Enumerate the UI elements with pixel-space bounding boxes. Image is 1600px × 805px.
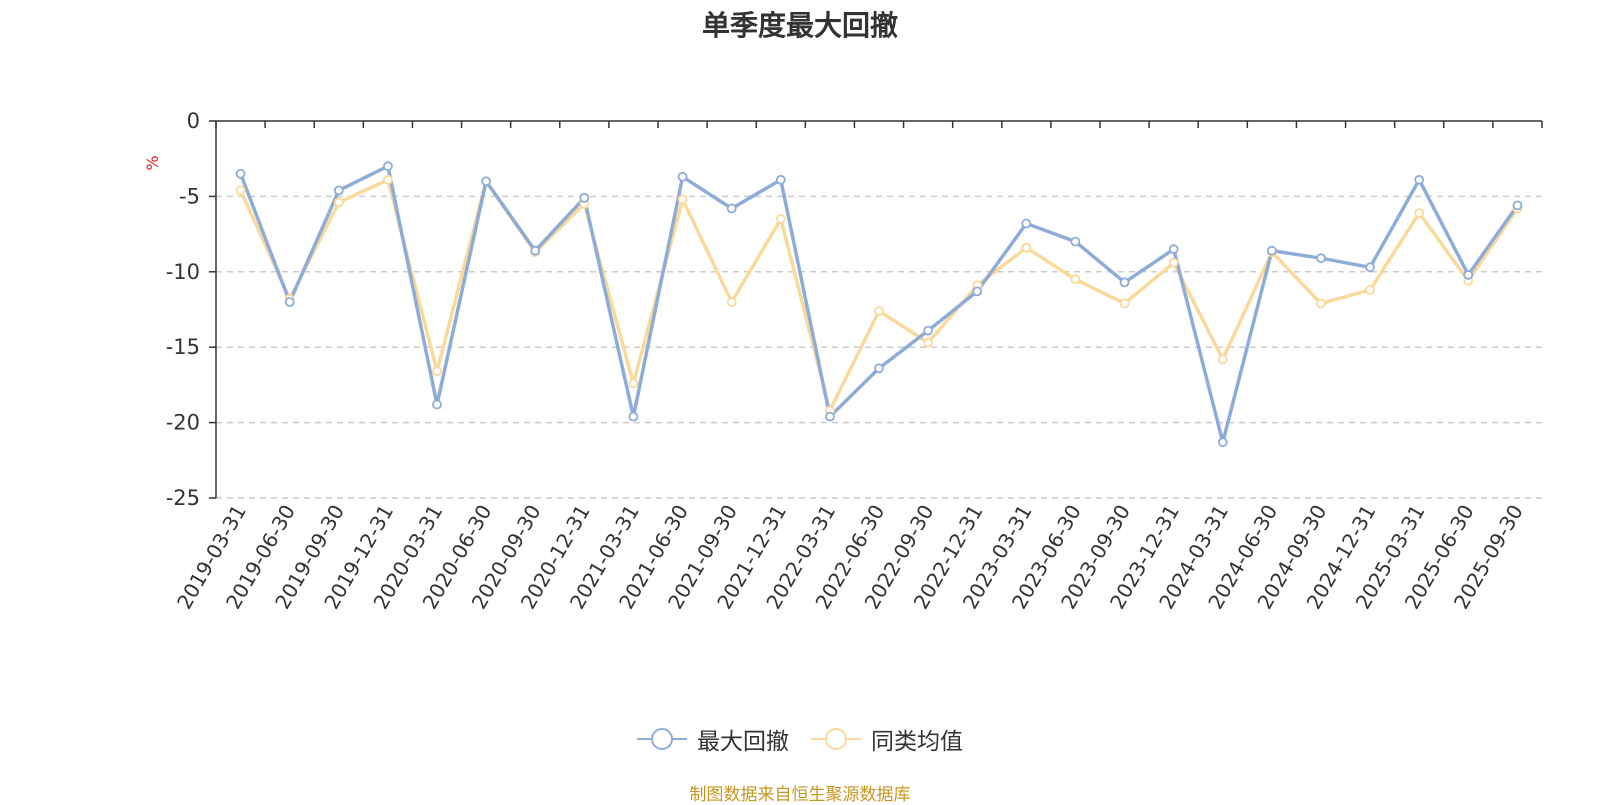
data-point: [874, 363, 884, 374]
data-point: [530, 245, 541, 256]
data-point: [284, 297, 295, 307]
data-point: [235, 168, 246, 179]
data-source-note: 制图数据来自恒生聚源数据库: [689, 785, 911, 805]
legend-line-circle-icon: [811, 728, 861, 750]
data-point: [1316, 298, 1326, 309]
data-point: [726, 297, 737, 307]
data-point: [1414, 208, 1425, 218]
data-point: [1217, 437, 1228, 448]
legend-item-max-drawdown[interactable]: 最大回撤: [637, 722, 789, 756]
data-point: [923, 325, 933, 336]
y-axis-unit: %: [143, 155, 162, 170]
data-point: [333, 185, 344, 196]
grid-lines: [216, 195, 1542, 499]
data-point: [628, 378, 639, 389]
data-point: [432, 399, 442, 410]
data-point: [1414, 174, 1425, 185]
series-lines: [238, 164, 1519, 444]
data-point: [333, 197, 344, 208]
legend-label: 同类均值: [871, 729, 963, 755]
data-point: [628, 411, 639, 422]
data-point: [1512, 200, 1523, 211]
data-point: [972, 286, 983, 297]
data-point: [235, 185, 246, 196]
data-point: [825, 411, 835, 422]
data-point: [775, 214, 786, 224]
series-line: [238, 164, 1519, 444]
data-point: [382, 161, 393, 172]
y-tick-label: 0: [187, 109, 200, 133]
y-tick-label: -15: [166, 335, 200, 359]
data-point: [923, 337, 933, 348]
data-point: [1168, 244, 1179, 255]
data-point: [1070, 274, 1081, 285]
data-point: [1119, 298, 1130, 309]
data-point: [1463, 269, 1474, 280]
data-point: [432, 366, 442, 377]
line-chart: 0-5-10-15-20-252019-03-312019-06-302019-…: [143, 109, 1543, 613]
y-tick-label: -10: [166, 260, 200, 284]
data-point: [677, 194, 688, 205]
y-tick-label: -5: [179, 184, 200, 208]
data-point: [1316, 253, 1326, 264]
data-point: [874, 306, 884, 316]
data-point: [1070, 236, 1081, 247]
legend-item-peer-average[interactable]: 同类均值: [811, 722, 963, 756]
data-point: [1217, 354, 1228, 365]
legend: 最大回撤 同类均值: [0, 722, 1600, 756]
data-point: [726, 203, 737, 214]
chart-title: 单季度最大回撤: [701, 9, 898, 42]
data-point: [1365, 284, 1375, 295]
legend-line-circle-icon: [637, 728, 687, 750]
data-points: [235, 161, 1523, 448]
y-tick-label: -20: [166, 411, 200, 435]
data-point: [382, 174, 393, 185]
data-point: [481, 176, 492, 187]
data-point: [1119, 277, 1130, 288]
data-point: [579, 192, 590, 203]
data-point: [1021, 242, 1032, 253]
data-point: [775, 174, 786, 185]
y-tick-label: -25: [166, 486, 200, 510]
data-point: [1365, 262, 1375, 273]
data-point: [1021, 218, 1032, 229]
data-point: [1267, 245, 1277, 256]
data-point: [1168, 257, 1179, 268]
legend-label: 最大回撤: [697, 729, 789, 755]
data-point: [677, 171, 688, 182]
